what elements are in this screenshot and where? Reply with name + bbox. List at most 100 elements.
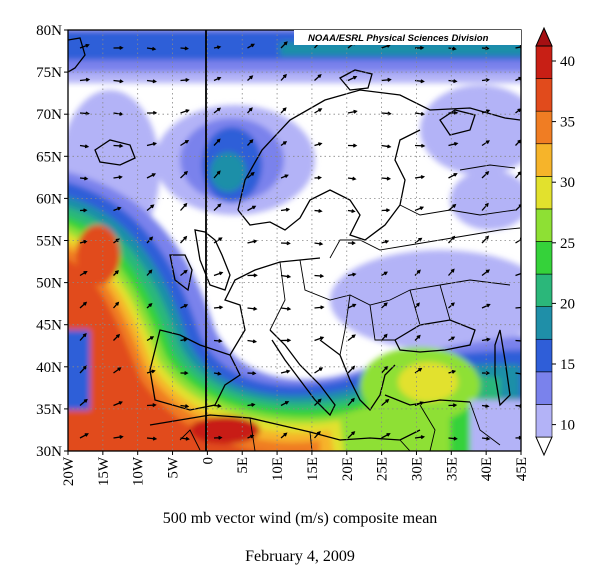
wind-arrow <box>180 337 188 342</box>
wind-arrow <box>146 141 158 147</box>
wind-arrow <box>414 334 421 341</box>
wind-arrow <box>314 108 323 114</box>
wind-arrow <box>314 73 322 81</box>
lon-tick-label: 35E <box>444 457 460 481</box>
wind-arrow <box>481 404 490 409</box>
wind-arrow <box>113 175 123 180</box>
wind-arrow <box>213 45 222 50</box>
wind-arrow <box>180 404 190 409</box>
wind-arrow <box>180 304 189 309</box>
wind-arrow <box>515 339 521 343</box>
wind-arrow <box>381 433 391 439</box>
wind-arrow <box>213 435 223 440</box>
colorbar-tick-label: 35 <box>560 115 575 131</box>
wind-arrow <box>180 139 190 147</box>
wind-arrow <box>213 338 223 343</box>
wind-arrow <box>213 305 224 310</box>
wind-arrow <box>481 303 491 309</box>
colorbar-segment <box>535 273 553 307</box>
colorbar-segment <box>535 110 553 145</box>
wind-arrow <box>113 401 123 407</box>
wind-arrow <box>146 79 157 84</box>
wind-arrow <box>515 272 521 277</box>
lat-tick-label: 75N <box>36 65 62 81</box>
wind-arrow <box>280 107 287 114</box>
wind-arrow <box>280 41 288 49</box>
lat-tick-label: 40N <box>36 360 62 376</box>
wind-arrow <box>79 301 88 309</box>
wind-arrow <box>280 174 289 179</box>
lat-tick-label: 45N <box>36 318 62 334</box>
latitude-tick-labels: 80N 75N 70N 65N 60N 55N 50N 45N 40N 35N 30N <box>36 23 68 460</box>
colorbar-segment <box>535 241 553 275</box>
colorbar-segment <box>535 176 553 210</box>
wind-arrow <box>414 206 425 212</box>
wind-arrow <box>180 78 190 83</box>
longitude-tick-labels: 20W 15W 10W 5W 0 5E 10E 15E 20E 25E 30E 35E 40E 45E <box>61 451 530 486</box>
wind-arrow <box>113 143 124 148</box>
colorbar-tick-label: 20 <box>560 296 575 312</box>
wind-arrow <box>113 301 120 309</box>
colorbar-segment <box>535 45 553 79</box>
lon-tick-label: 15E <box>305 457 321 481</box>
wind-arrow <box>481 202 489 211</box>
lat-lon-grid <box>68 30 521 451</box>
wind-arrow <box>381 176 392 181</box>
lon-tick-label: 0 <box>200 457 216 465</box>
wind-arrow <box>448 268 455 276</box>
wind-arrow <box>280 73 287 81</box>
wind-arrow <box>347 303 357 309</box>
wind-arrow <box>381 144 392 149</box>
wind-arrow <box>347 209 356 214</box>
wind-arrow <box>213 76 222 82</box>
wind-arrow <box>247 239 258 244</box>
lon-tick-label: 40E <box>479 457 495 481</box>
lon-tick-label: 20E <box>340 457 356 481</box>
wind-arrow <box>79 77 91 82</box>
wind-arrow <box>381 333 388 341</box>
wind-arrow <box>79 271 88 277</box>
wind-arrow <box>347 75 358 82</box>
wind-arrow <box>79 433 89 439</box>
lat-tick-label: 50N <box>36 276 62 292</box>
wind-arrow <box>381 208 391 213</box>
wind-arrow <box>113 206 122 212</box>
wind-arrow <box>347 176 357 181</box>
coastlines <box>68 37 521 451</box>
lat-tick-label: 35N <box>36 402 62 418</box>
wind-arrow <box>146 46 157 51</box>
colorbar-max-triangle <box>535 26 553 47</box>
wind-arrow <box>180 235 188 244</box>
colorbar-segment <box>535 404 553 438</box>
wind-arrow <box>247 139 254 146</box>
wind-arrow <box>448 141 459 147</box>
wind-arrow <box>146 269 153 276</box>
lon-tick-label: 10E <box>270 457 286 481</box>
wind-speed-shading <box>68 30 521 451</box>
wind-arrow <box>347 334 356 342</box>
wind-arrow <box>481 337 491 342</box>
colorbar-min-triangle <box>535 436 553 457</box>
wind-vector-arrows <box>79 40 521 441</box>
figure-caption-date: February 4, 2009 <box>245 548 355 565</box>
wind-arrow <box>146 173 157 179</box>
wind-arrow <box>213 170 221 179</box>
wind-arrow <box>247 205 257 212</box>
wind-arrow <box>515 372 521 376</box>
wind-arrow <box>314 208 323 213</box>
wind-arrow <box>280 274 292 279</box>
wind-arrow <box>381 239 390 244</box>
wind-arrow <box>113 45 124 50</box>
wind-arrow <box>314 336 325 342</box>
colorbar: 40 35 30 25 20 15 10 <box>535 26 575 457</box>
colorbar-tick-label: 10 <box>560 418 575 434</box>
figure-caption-title: 500 mb vector wind (m/s) composite mean <box>162 510 438 527</box>
colorbar-segment <box>535 338 553 373</box>
wind-arrow <box>213 203 222 211</box>
colorbar-segment <box>535 208 553 242</box>
wind-arrow <box>247 43 255 49</box>
wind-arrow <box>247 75 254 81</box>
wind-arrow <box>280 338 292 343</box>
wind-arrow <box>113 434 124 440</box>
wind-arrow <box>247 371 257 376</box>
